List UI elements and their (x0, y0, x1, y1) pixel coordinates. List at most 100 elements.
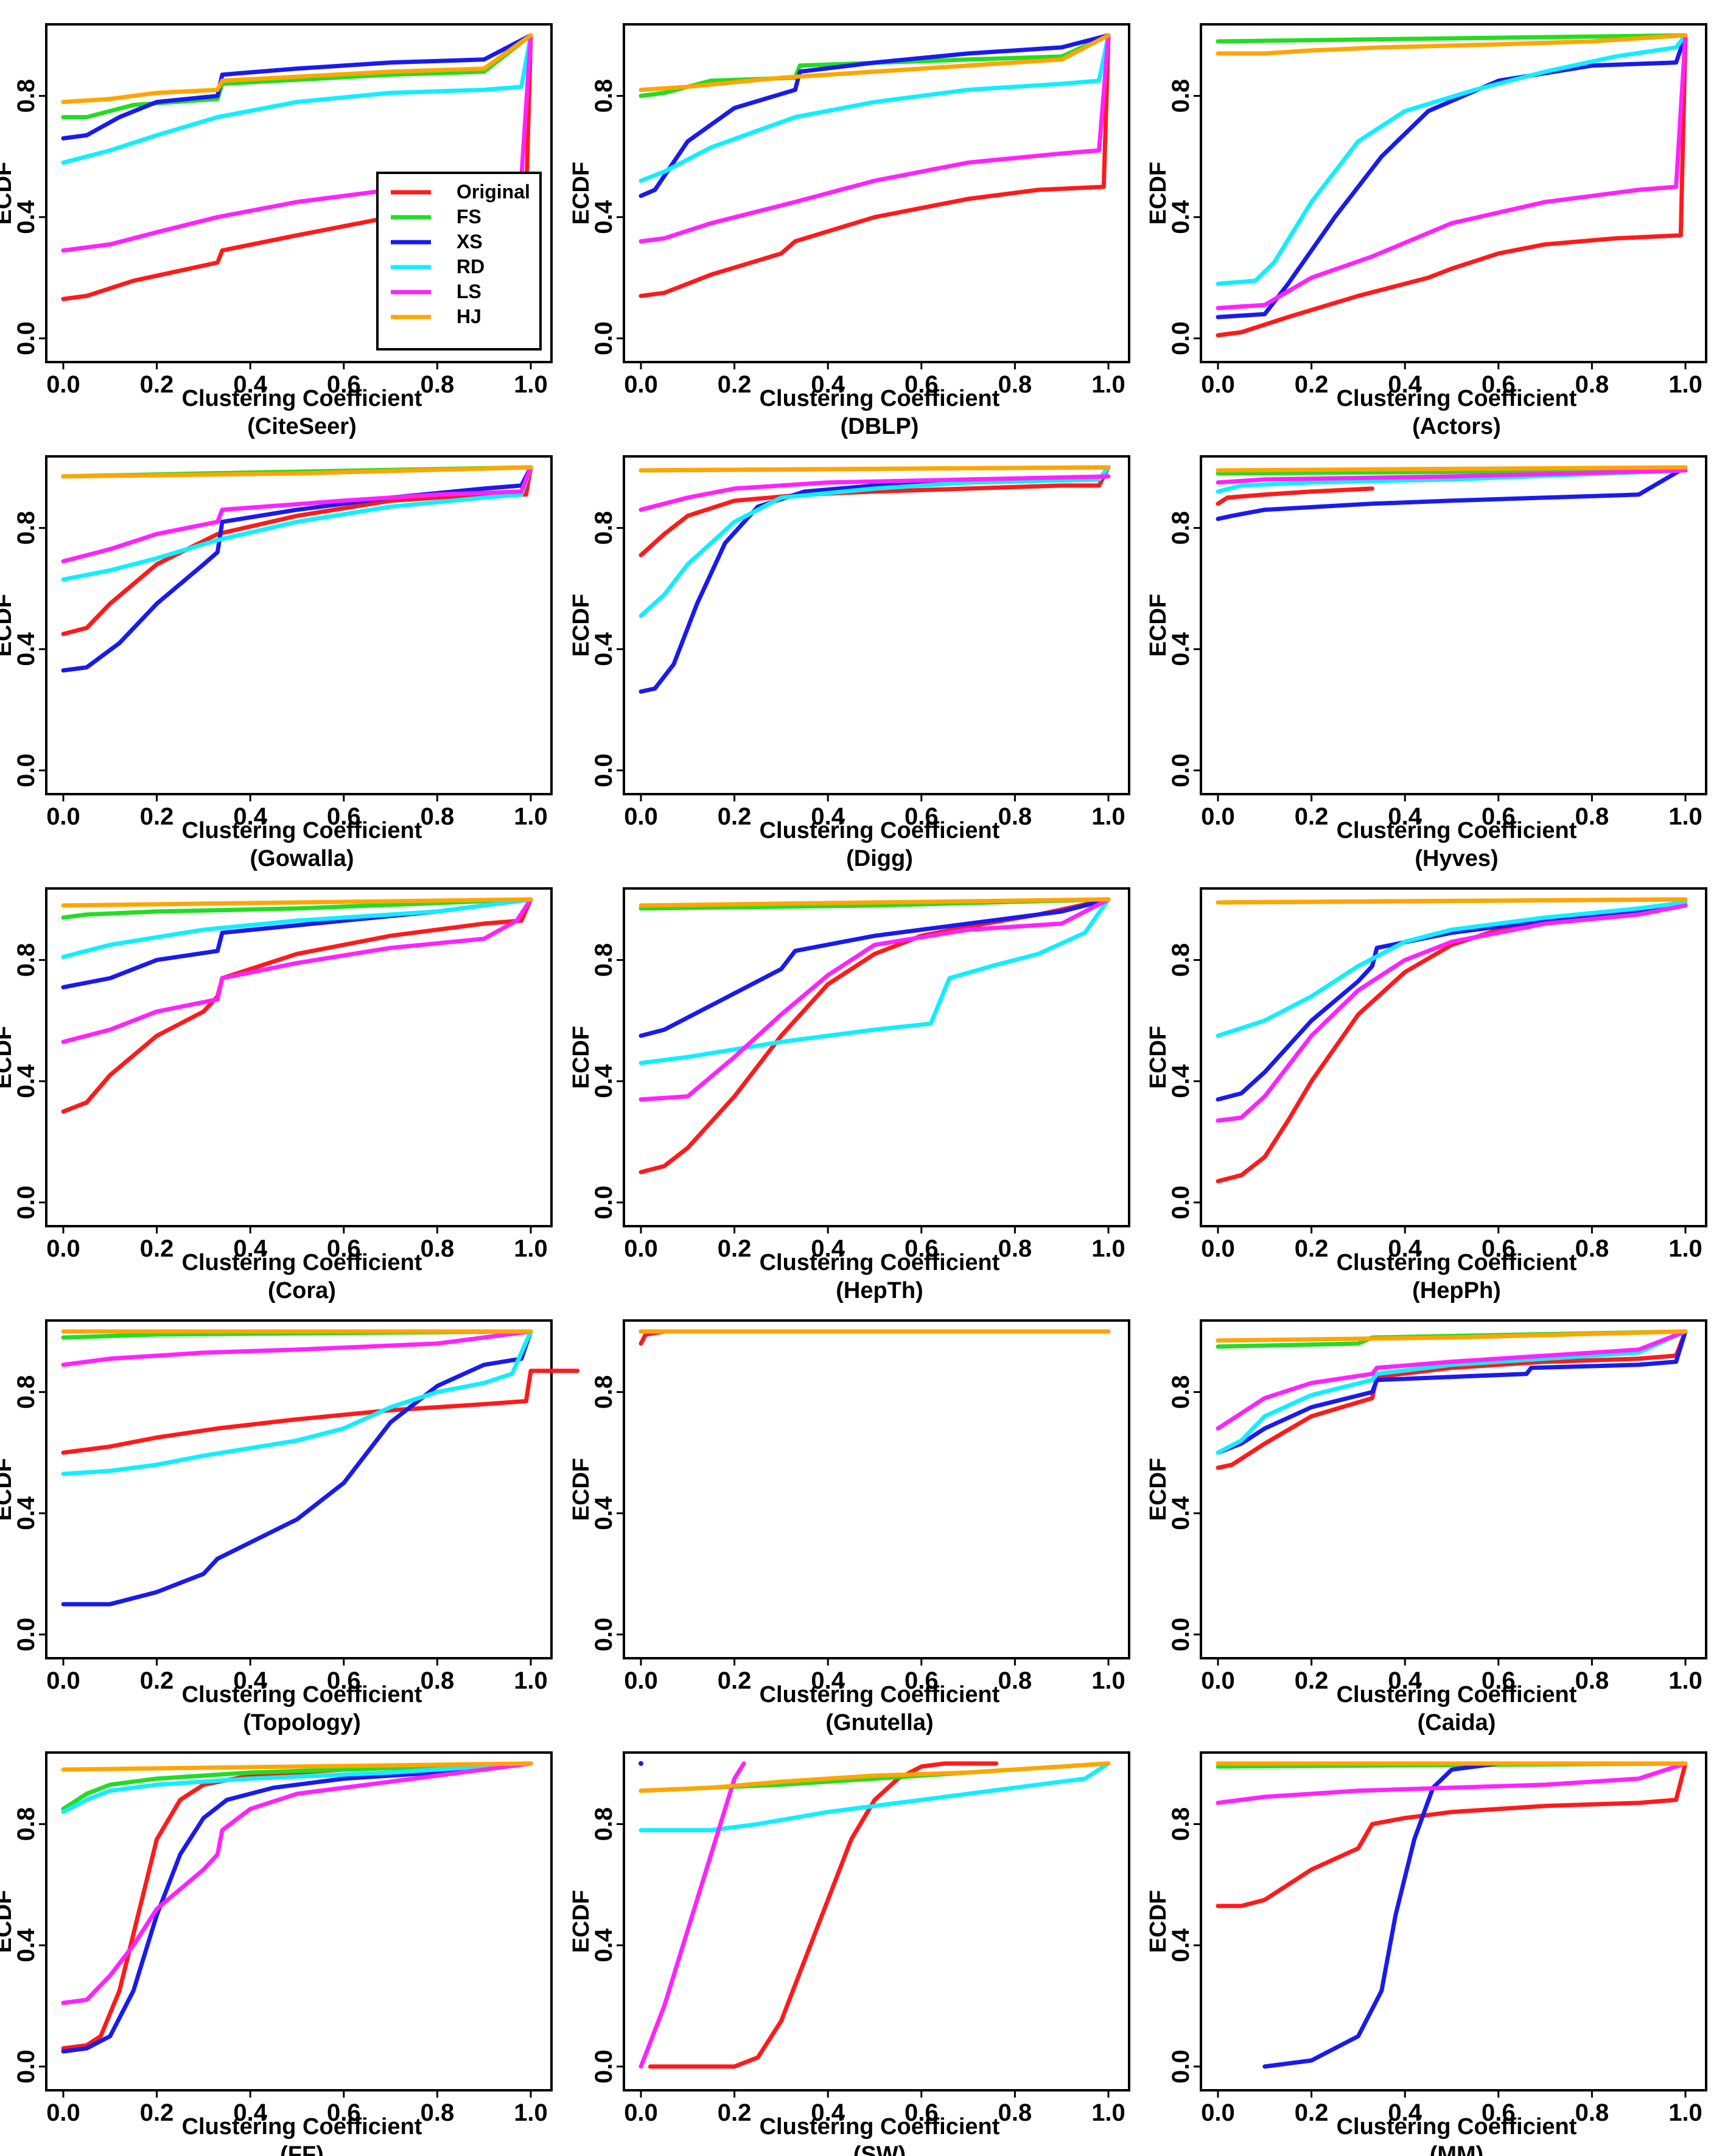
y-tick-label: 0.4 (13, 200, 40, 234)
y-tick-label: 0.4 (590, 1928, 617, 1962)
x-tick-label: 0.2 (1295, 803, 1329, 830)
x-axis-title: Clustering Coefficient (182, 1682, 422, 1708)
x-tick-label: 0.4 (811, 803, 845, 830)
y-axis-title: ECDF (1146, 1458, 1171, 1521)
plot-frame (45, 23, 553, 363)
series-line-xs (61, 33, 533, 141)
y-axis-title: ECDF (1146, 1026, 1171, 1089)
y-tick-label: 0.4 (1167, 200, 1194, 234)
y-tick-label: 0.4 (1167, 1928, 1194, 1962)
series-line-ls (61, 897, 533, 1044)
x-tick-label: 0.4 (1388, 803, 1422, 830)
panel-title: (Hyves) (1415, 846, 1498, 871)
series-line-xs (1216, 33, 1688, 319)
y-tick-label: 0.0 (13, 2050, 40, 2084)
x-tick-label: 0.6 (1482, 803, 1516, 830)
series-line-rd (61, 1761, 533, 1815)
series-line-xs (1262, 1761, 1501, 2069)
x-tick-label: 0.8 (421, 1667, 455, 1694)
y-tick-label: 0.8 (590, 1807, 617, 1841)
y-axis-title: ECDF (1146, 1890, 1171, 1953)
series-line-original (648, 1761, 999, 2069)
panel-gowalla: 0.0 0.2 0.4 0.6 0.8 1.0 0.0 0.4 0.8 ECDF Clusterin… (0, 455, 553, 871)
series-line-hj (1216, 897, 1688, 905)
series-line-original (639, 33, 1111, 298)
series-line-xs (639, 1761, 643, 1766)
plot-frame (1200, 455, 1707, 795)
series-line-original (1216, 486, 1374, 506)
series-line-fs (61, 897, 533, 920)
x-tick-label: 0.2 (1295, 2099, 1329, 2126)
panel-actors: 0.0 0.2 0.4 0.6 0.8 1.0 0.0 0.4 0.8 ECDF Clusterin… (1146, 23, 1707, 439)
panel-dblp: 0.0 0.2 0.4 0.6 0.8 1.0 0.0 0.4 0.8 ECDF Clusterin… (569, 23, 1130, 439)
x-tick-label: 0.8 (421, 803, 455, 830)
x-tick-label: 0.4 (811, 2099, 845, 2126)
x-tick-label: 0.8 (421, 2099, 455, 2126)
x-tick-label: 0.6 (1482, 1667, 1516, 1694)
x-tick-label: 0.0 (1201, 1235, 1235, 1262)
x-tick-label: 0.8 (1575, 371, 1609, 398)
y-tick-label: 0.8 (13, 511, 40, 545)
x-tick-label: 0.0 (624, 2099, 658, 2126)
panel-gnutella: 0.0 0.2 0.4 0.6 0.8 1.0 0.0 0.4 0.8 ECDF Clusterin… (569, 1319, 1130, 1736)
panel-title: (MM) (1430, 2142, 1484, 2156)
y-tick-label: 0.4 (590, 1064, 617, 1098)
series-line-original (61, 1761, 533, 2051)
legend-box (376, 172, 542, 351)
x-tick-label: 0.2 (718, 1235, 752, 1262)
series-line-xs (1216, 903, 1688, 1102)
panel-sw: 0.0 0.2 0.4 0.6 0.8 1.0 0.0 0.4 0.8 ECDF Clusterin… (569, 1751, 1130, 2156)
x-tick-label: 0.6 (327, 1667, 361, 1694)
y-tick-label: 0.4 (13, 632, 40, 666)
y-tick-label: 0.8 (1167, 1375, 1194, 1409)
series-line-ls (1216, 1329, 1688, 1431)
panel-ff: 0.0 0.2 0.4 0.6 0.8 1.0 0.0 0.4 0.8 ECDF Clusterin… (0, 1751, 553, 2156)
x-axis-title: Clustering Coefficient (1337, 1250, 1577, 1275)
x-tick-label: 0.0 (1201, 2099, 1235, 2126)
x-axis-title: Clustering Coefficient (182, 1250, 422, 1275)
y-tick-label: 0.4 (590, 200, 617, 234)
series-line-fs (639, 33, 1111, 99)
y-axis-title: ECDF (0, 1458, 16, 1521)
series-line-original (61, 1369, 580, 1455)
x-tick-label: 0.0 (46, 2099, 80, 2126)
x-tick-label: 0.2 (1295, 371, 1329, 398)
plot-frame (623, 1751, 1130, 2091)
series-line-ls (1216, 33, 1688, 310)
panel-title: (Caida) (1418, 1710, 1496, 1736)
x-tick-label: 0.8 (421, 371, 455, 398)
series-line-original (1216, 1761, 1688, 1908)
series-line-hj (1216, 33, 1688, 56)
x-axis-title: Clustering Coefficient (182, 386, 422, 411)
panel-title: (Cora) (268, 1278, 336, 1303)
x-axis-title: Clustering Coefficient (1337, 2114, 1577, 2140)
x-tick-label: 0.2 (718, 1667, 752, 1694)
y-tick-label: 0.0 (13, 1185, 40, 1219)
series-line-xs (61, 465, 533, 673)
y-tick-label: 0.8 (1167, 943, 1194, 977)
y-tick-label: 0.8 (1167, 1807, 1194, 1841)
x-axis-title: Clustering Coefficient (760, 386, 1000, 411)
series-line-hj (61, 33, 533, 105)
y-tick-label: 0.0 (590, 1185, 617, 1219)
y-tick-label: 0.4 (13, 1496, 40, 1530)
series-line-xs (639, 33, 1111, 198)
y-tick-label: 0.0 (590, 321, 617, 355)
y-axis-title: ECDF (569, 1026, 594, 1089)
y-tick-label: 0.8 (13, 1375, 40, 1409)
series-line-rd (1216, 1329, 1688, 1455)
x-tick-label: 1.0 (1091, 803, 1125, 830)
series-line-rd (61, 33, 533, 165)
panel-title: (Gnutella) (825, 1710, 933, 1736)
series-line-hj (639, 465, 1111, 473)
x-tick-label: 0.0 (46, 371, 80, 398)
y-axis-title: ECDF (1146, 162, 1171, 225)
series-line-original (1216, 33, 1688, 338)
x-tick-label: 0.4 (1388, 1667, 1422, 1694)
x-axis-title: Clustering Coefficient (182, 2114, 422, 2140)
series-line-fs (1216, 33, 1688, 44)
plot-frame (45, 1319, 553, 1659)
y-tick-label: 0.8 (13, 1807, 40, 1841)
x-tick-label: 0.4 (811, 1235, 845, 1262)
x-tick-label: 0.8 (1575, 1235, 1609, 1262)
